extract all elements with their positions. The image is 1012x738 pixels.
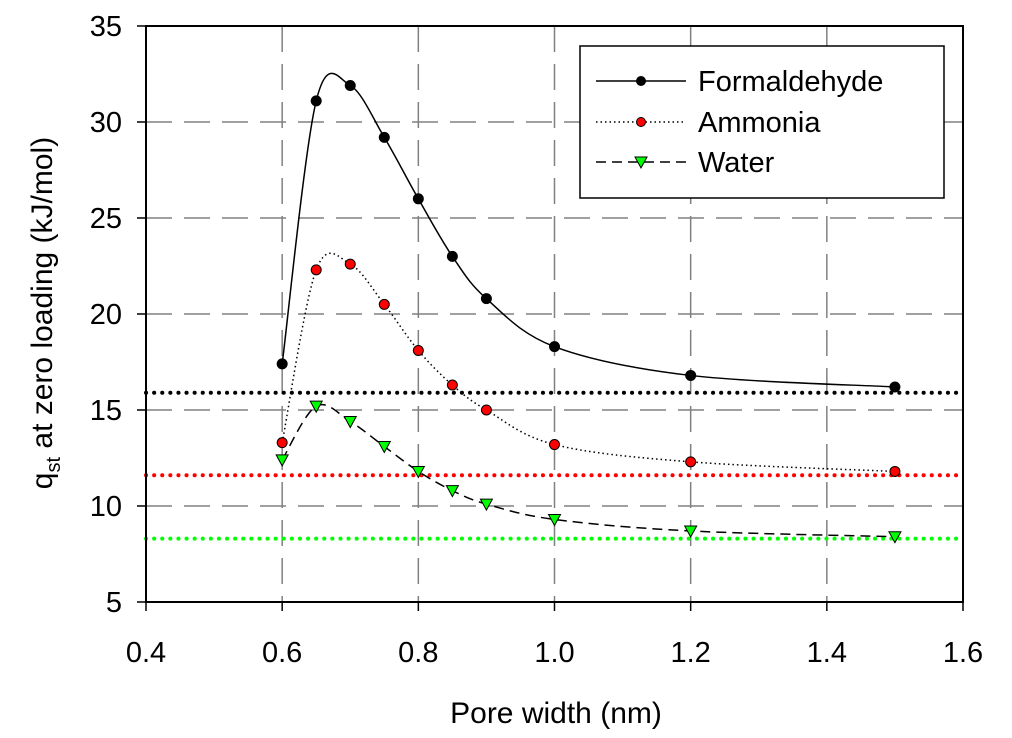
data-point-ammonia [685, 456, 697, 468]
data-point-formaldehyde [889, 381, 901, 393]
data-point-water [343, 416, 358, 429]
series-formaldehyde [276, 72, 901, 393]
x-tick-label: 1.2 [671, 637, 711, 669]
legend-label-formaldehyde: Formaldehyde [698, 66, 883, 98]
data-point-ammonia [412, 344, 424, 356]
data-point-water [275, 454, 290, 467]
data-point-formaldehyde [276, 358, 288, 370]
data-point-water [445, 485, 460, 498]
data-point-formaldehyde [549, 341, 560, 353]
y-tick-label: 15 [90, 395, 122, 427]
data-point-water [411, 465, 426, 479]
data-point-ammonia [889, 465, 901, 477]
y-tick-label: 30 [90, 107, 122, 139]
series-water [275, 400, 902, 544]
legend-label-water: Water [698, 147, 775, 179]
x-tick-label: 0.6 [262, 637, 302, 669]
legend-item-formaldehyde: Formaldehyde [596, 66, 883, 98]
y-tick-label: 10 [90, 491, 122, 523]
data-point-formaldehyde [310, 95, 322, 107]
data-point-formaldehyde [344, 80, 356, 92]
data-point-water [683, 525, 698, 539]
y-tick-label: 20 [90, 299, 122, 331]
x-tick-label: 0.8 [398, 637, 438, 669]
y-axis-title-subscript: st [43, 457, 65, 473]
data-point-water [547, 513, 562, 527]
data-point-water [309, 400, 324, 414]
data-point-water [377, 440, 392, 454]
data-point-water [479, 498, 494, 512]
data-point-water [888, 531, 902, 544]
data-point-formaldehyde [685, 369, 697, 381]
y-axis-title: qst at zero loading (kJ/mol) [26, 137, 65, 489]
legend-marker-water [634, 156, 648, 170]
x-tick-label: 1.4 [807, 637, 847, 669]
data-point-formaldehyde [412, 193, 424, 205]
legend: Formaldehyde Ammonia Water [579, 45, 945, 199]
legend-label-ammonia: Ammonia [698, 107, 821, 139]
data-point-formaldehyde [378, 131, 390, 143]
legend-item-ammonia: Ammonia [596, 107, 821, 139]
data-point-formaldehyde [446, 250, 458, 262]
y-tick-label: 35 [90, 11, 122, 43]
data-point-ammonia [446, 379, 458, 391]
data-point-formaldehyde [480, 293, 492, 305]
axis-ticks: 0.4 0.6 0.8 1.0 1.2 1.4 1.6 5 10 15 20 25 30 35 [90, 11, 983, 669]
series-ammonia [276, 252, 901, 477]
series-layer [275, 72, 902, 544]
data-point-ammonia [480, 404, 492, 416]
y-axis-title-main: q [26, 473, 59, 490]
legend-marker-formaldehyde [636, 76, 646, 86]
x-tick-label: 1.0 [534, 637, 574, 669]
y-axis-title-rest: at zero loading (kJ/mol) [26, 137, 59, 457]
reference-lines [144, 390, 965, 541]
data-point-ammonia [310, 264, 322, 276]
data-point-ammonia [276, 437, 288, 449]
x-axis-title: Pore width (nm) [450, 697, 662, 730]
data-point-ammonia [378, 298, 390, 310]
legend-marker-ammonia [636, 117, 646, 127]
data-point-ammonia [344, 258, 356, 270]
x-tick-label: 1.6 [943, 637, 983, 669]
data-point-ammonia [549, 439, 560, 451]
y-tick-label: 5 [106, 587, 122, 619]
legend-item-water: Water [596, 147, 775, 179]
x-tick-label: 0.4 [126, 637, 166, 669]
y-tick-label: 25 [90, 203, 122, 235]
